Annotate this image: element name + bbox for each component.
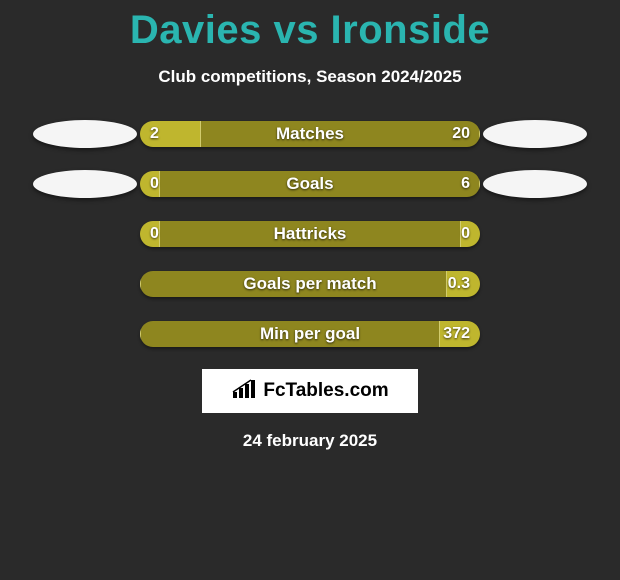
date-text: 24 february 2025: [0, 431, 620, 451]
bar-value-right: 6: [461, 171, 470, 197]
bar-value-left: 2: [150, 121, 159, 147]
bar-value-left: 0: [150, 171, 159, 197]
right-team-slot: [480, 219, 590, 249]
page-title: Davies vs Ironside: [0, 0, 620, 53]
stat-row: Goals per match0.3: [0, 269, 620, 299]
subtitle: Club competitions, Season 2024/2025: [0, 67, 620, 87]
right-team-slot: [480, 119, 590, 149]
right-team-slot: [480, 169, 590, 199]
bar-value-left: 0: [150, 221, 159, 247]
left-team-slot: [30, 319, 140, 349]
stat-bar: Min per goal372: [140, 321, 480, 347]
left-team-slot: [30, 169, 140, 199]
stats-area: Matches220Goals06Hattricks00Goals per ma…: [0, 119, 620, 349]
stat-row: Goals0 6: [0, 169, 620, 199]
bar-label: Matches: [140, 121, 480, 147]
bar-label: Min per goal: [140, 321, 480, 347]
stat-bar: Goals0 6: [140, 171, 480, 197]
stat-row: Matches2 20: [0, 119, 620, 149]
left-team-slot: [30, 219, 140, 249]
team-logo-placeholder: [483, 120, 587, 148]
bar-value-right: 372: [443, 321, 470, 347]
stat-bar: Goals per match0.3: [140, 271, 480, 297]
bar-label: Goals: [140, 171, 480, 197]
footer-brand-text: FcTables.com: [263, 380, 388, 402]
footer-brand-badge: FcTables.com: [202, 369, 418, 413]
bar-label: Hattricks: [140, 221, 480, 247]
left-team-slot: [30, 269, 140, 299]
stat-bar: Matches2 20: [140, 121, 480, 147]
stat-row: Min per goal372: [0, 319, 620, 349]
bar-value-right: 0.3: [448, 271, 470, 297]
right-team-slot: [480, 269, 590, 299]
team-logo-placeholder: [33, 170, 137, 198]
left-team-slot: [30, 119, 140, 149]
bar-value-right: 20: [452, 121, 470, 147]
stat-bar: Hattricks0 0: [140, 221, 480, 247]
team-logo-placeholder: [33, 120, 137, 148]
right-team-slot: [480, 319, 590, 349]
bars-icon: [231, 378, 257, 405]
team-logo-placeholder: [483, 170, 587, 198]
bar-label: Goals per match: [140, 271, 480, 297]
bar-value-right: 0: [461, 221, 470, 247]
stat-row: Hattricks0 0: [0, 219, 620, 249]
